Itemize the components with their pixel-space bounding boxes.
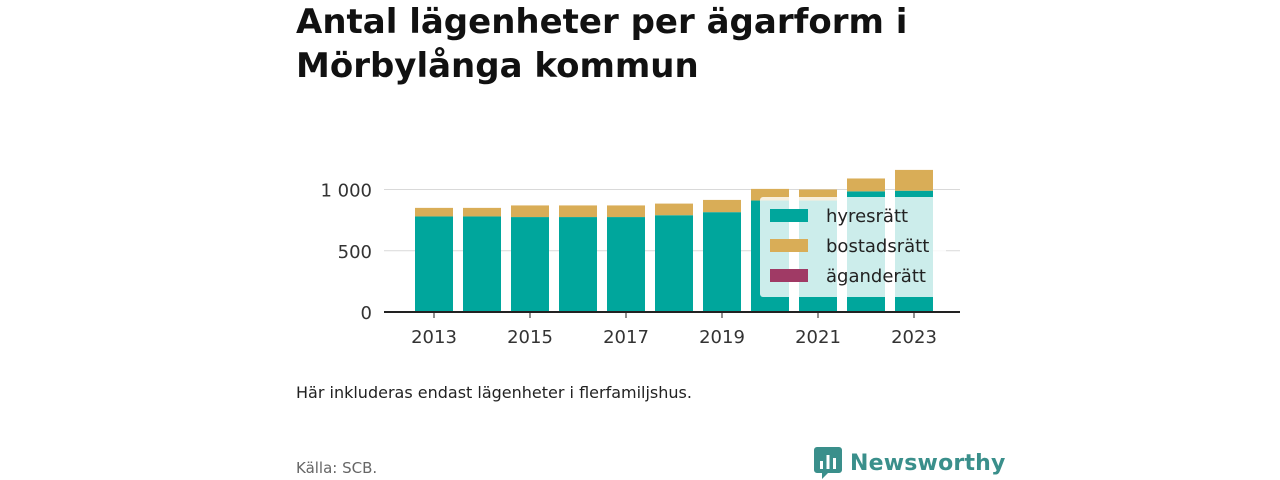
bar-chart-speech-bubble-icon [814,447,842,479]
bar-segment [511,205,549,218]
y-axis-labels: 0 500 1 000 [320,181,372,325]
bar-segment [511,217,549,312]
bar-segment [463,216,501,312]
bar-segment [847,178,885,192]
bar-segment [895,169,933,191]
bar-segment [559,205,597,218]
bar-segment [751,188,789,201]
x-tick-label: 2013 [411,327,457,348]
x-tick-label: 2015 [507,327,553,348]
chart-note: Här inkluderas endast lägenheter i flerf… [296,383,692,402]
brand-name: Newsworthy [850,450,1006,476]
bar-segment [607,205,645,218]
legend-swatch [770,209,808,222]
bar-segment [415,216,453,312]
legend-swatch [770,239,808,252]
legend-swatch [770,269,808,282]
bar-segment [703,199,741,213]
bar-segment [463,207,501,217]
bar-segment [415,207,453,217]
source-text: Källa: SCB. [296,459,378,477]
y-tick-label: 0 [361,303,372,324]
y-tick-label: 1 000 [320,181,372,202]
bar-segment [799,189,837,201]
bar-segment [559,217,597,312]
x-tick-label: 2023 [891,327,937,348]
x-tick-label: 2019 [699,327,745,348]
x-tick-label: 2021 [795,327,841,348]
chart-title: Antal lägenheter per ägarform i Mörbylån… [296,2,908,86]
x-axis-labels: 2013 2015 2017 2019 2021 2023 [411,312,937,348]
legend-label: bostadsrätt [826,236,929,257]
bar-segment [655,215,693,312]
legend-label: hyresrätt [826,206,908,227]
bar-segment [607,217,645,312]
newsworthy-logo: Newsworthy [814,446,1006,480]
x-tick-label: 2017 [603,327,649,348]
y-tick-label: 500 [338,242,372,263]
bar-segment [703,212,741,312]
legend-label: äganderätt [826,266,926,287]
bar-segment [655,203,693,216]
legend: hyresrätt bostadsrätt äganderätt [760,197,946,297]
